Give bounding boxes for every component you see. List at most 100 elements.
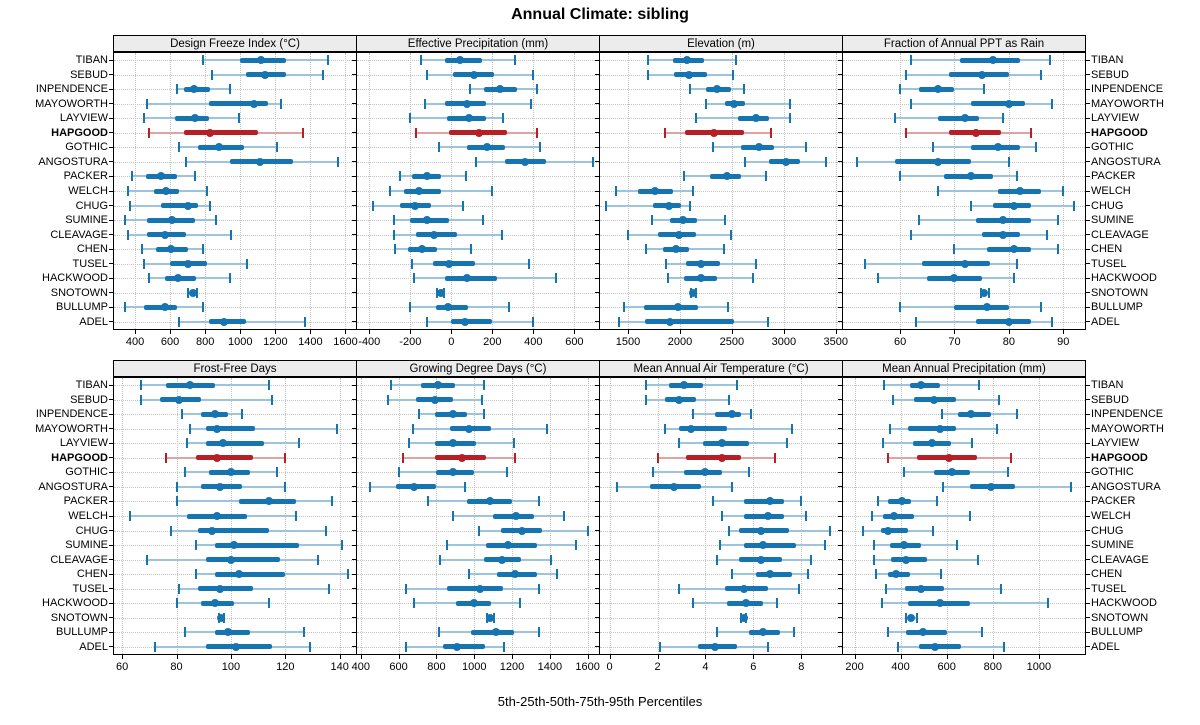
row-tick-left — [352, 486, 356, 488]
row-tick-left — [595, 588, 599, 590]
median-dot — [945, 453, 954, 462]
median-dot — [465, 424, 474, 433]
median-dot — [210, 599, 219, 608]
row-tick-left — [352, 500, 356, 502]
row-label-right: INPENDENCE — [1091, 408, 1164, 421]
median-dot — [470, 599, 479, 608]
median-dot — [917, 584, 926, 593]
whisker-cap-95th — [1013, 273, 1016, 284]
row-tick-left — [838, 234, 842, 236]
x-axis-tick — [574, 330, 576, 334]
x-axis-tick-label: 800 — [196, 336, 215, 348]
x-axis-tick — [549, 655, 551, 659]
row-tick-left — [109, 248, 113, 250]
whisker-cap-95th — [335, 423, 338, 434]
whisker-cap-5th — [183, 467, 186, 478]
row-tick-left — [838, 292, 842, 294]
whisker-cap-95th — [303, 627, 306, 638]
row-tick-left — [109, 471, 113, 473]
median-dot — [215, 143, 224, 152]
whisker-cap-5th — [886, 627, 889, 638]
whisker-cap-5th — [744, 156, 747, 167]
row-label-left: BULLUMP — [56, 626, 108, 639]
median-dot — [687, 424, 696, 433]
row-tick-left — [109, 530, 113, 532]
whisker-cap-5th — [694, 113, 697, 124]
row-tick-left — [109, 205, 113, 207]
panel-plot: 0 2 4 6 8 — [595, 377, 847, 673]
whisker-cap-5th — [425, 316, 428, 327]
interquartile-bar-25th-75th — [445, 57, 483, 63]
x-axis-tick — [170, 330, 172, 334]
row-label-right: PACKER — [1091, 170, 1136, 183]
whisker-cap-95th — [728, 394, 731, 405]
x-axis-tick — [835, 330, 837, 334]
row-label-left: CHEN — [76, 568, 108, 581]
whisker-cap-95th — [968, 511, 971, 521]
whisker-cap-5th — [425, 69, 428, 80]
whisker-cap-95th — [971, 438, 974, 449]
whisker-cap-5th — [140, 380, 143, 391]
whisker-cap-95th — [297, 438, 300, 449]
x-axis-tick — [122, 655, 124, 659]
panel-strip: Fraction of Annual PPT as Rain — [842, 35, 1086, 52]
median-dot — [670, 482, 679, 491]
whisker-cap-95th — [327, 583, 330, 594]
median-dot — [935, 599, 944, 608]
whisker-cap-95th — [1056, 244, 1059, 255]
row-tick-left — [838, 306, 842, 308]
row-label-left: MAYOWORTH — [35, 97, 108, 110]
x-axis-tick — [992, 655, 994, 659]
row-tick-left — [595, 530, 599, 532]
row-label-right: SUMINE — [1091, 539, 1134, 552]
row-tick-right — [1086, 384, 1090, 386]
median-dot — [411, 201, 420, 210]
x-axis-tick-label: 80 — [1002, 336, 1015, 348]
row-tick-left — [352, 306, 356, 308]
row-tick-left — [595, 205, 599, 207]
median-dot — [935, 424, 944, 433]
whisker-cap-5th — [445, 540, 448, 551]
row-tick-left — [838, 486, 842, 488]
whisker-cap-5th — [175, 598, 178, 609]
row-tick-right — [1086, 292, 1090, 294]
whisker-cap-5th — [439, 554, 442, 565]
whisker-cap-5th — [909, 229, 912, 240]
whisker-cap-5th — [411, 258, 414, 269]
row-tick-left — [595, 457, 599, 459]
row-tick-left — [838, 88, 842, 90]
row-tick-left — [838, 559, 842, 561]
whisker-cap-95th — [1016, 258, 1019, 269]
median-dot — [931, 642, 940, 651]
row-tick-left — [109, 146, 113, 148]
x-axis-tick — [609, 655, 611, 659]
whisker-cap-5th — [891, 394, 894, 405]
whisker-cap-5th — [415, 127, 418, 138]
row-label-left: GOTHIC — [65, 141, 108, 154]
interquartile-bar-25th-75th — [404, 188, 442, 194]
median-dot — [892, 570, 900, 579]
interquartile-bar-25th-75th — [451, 319, 493, 325]
median-dot — [948, 468, 957, 477]
whisker-cap-95th — [731, 69, 734, 80]
whisker-cap-5th — [148, 273, 151, 284]
row-label-left: CHEN — [76, 243, 108, 256]
gridline-horizontal — [843, 530, 1085, 532]
whisker-cap-95th — [240, 409, 243, 420]
whisker-cap-95th — [805, 511, 808, 521]
row-tick-left — [595, 306, 599, 308]
row-tick-left — [109, 74, 113, 76]
whisker-cap-95th — [723, 215, 726, 226]
row-tick-left — [109, 588, 113, 590]
interquartile-bar-25th-75th — [184, 130, 258, 136]
row-label-right: HACKWOOD — [1091, 272, 1157, 285]
row-tick-right — [1086, 263, 1090, 265]
whisker-cap-5th — [666, 273, 669, 284]
row-tick-left — [595, 384, 599, 386]
whisker-cap-5th — [909, 98, 912, 109]
row-tick-left — [838, 428, 842, 430]
whisker-cap-95th — [228, 273, 231, 284]
x-axis-tick — [801, 655, 803, 659]
row-tick-left — [109, 234, 113, 236]
whisker-cap-95th — [267, 598, 270, 609]
